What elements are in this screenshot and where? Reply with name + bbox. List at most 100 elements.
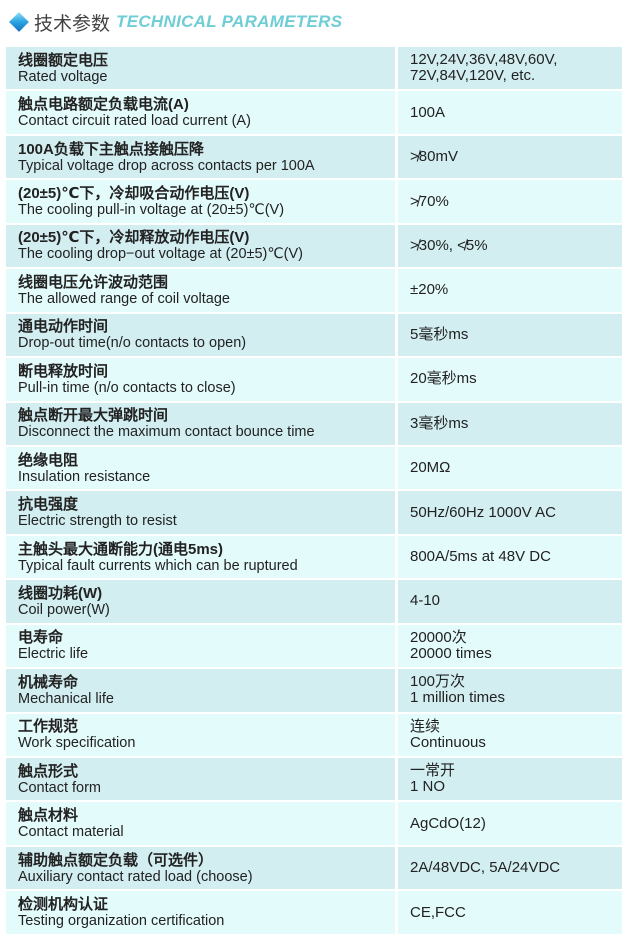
parameter-value: 100万次: [410, 673, 466, 691]
parameter-name-cell: 线圈额定电压 Rated voltage: [6, 47, 395, 90]
section-title-en: TECHNICAL PARAMETERS: [116, 12, 343, 31]
parameter-value: 20000 times: [410, 644, 492, 662]
parameter-value-cell: 20000次 20000 times: [398, 624, 622, 668]
table-row: 工作规范 Work specification 连续 Continuous: [6, 713, 622, 756]
parameter-value-cell: 20毫秒ms: [398, 358, 622, 401]
table-row: (20±5)℃下，冷却吸合动作电压(V) The cooling pull-in …: [6, 180, 622, 223]
table-row: 检测机构认证 Testing organization certification…: [6, 891, 622, 934]
parameter-value: CE,FCC: [410, 903, 466, 921]
parameter-value-cell: ≯30%, ≮5%: [398, 224, 622, 268]
table-row: 线圈电压允许波动范围 The allowed range of coil volt…: [6, 269, 622, 312]
parameter-name-cell: 抗电强度 Electric strength to resist: [6, 491, 395, 534]
parameter-name-cell: 触点断开最大弹跳时间 Disconnect the maximum contact…: [6, 402, 395, 445]
parameter-name-cell: 机械寿命 Mechanical life: [6, 669, 395, 712]
section-title-cn: 技术参数: [34, 13, 111, 35]
parameter-name-cell: 工作规范 Work specification: [6, 713, 395, 756]
parameter-name-en: Drop-out time(n/o contacts to open): [18, 335, 247, 352]
parameter-value-cell: 20MΩ: [398, 446, 622, 490]
table-row: 触点材料 Contact material AgCdO(12): [6, 802, 622, 845]
parameter-value-cell: 100A: [398, 91, 622, 134]
parameter-name-cell: (20±5)℃下，冷却吸合动作电压(V) The cooling pull-in …: [6, 180, 395, 223]
parameter-value: 2A/48VDC, 5A/24VDC: [410, 859, 561, 877]
parameter-name-cn: 辅助触点额定负载（可选件）: [18, 851, 214, 869]
parameter-value-cell: ≯70%: [398, 180, 622, 223]
parameter-value: 一常开: [410, 762, 456, 780]
parameter-value: 800A/5ms at 48V DC: [410, 548, 551, 566]
parameter-value-cell: 12V,24V,36V,48V,60V, 72V,84V,120V, etc.: [398, 47, 622, 90]
parameter-name-en: The cooling drop−out voltage at (20±5)℃(…: [18, 246, 303, 263]
parameter-value-cell: 50Hz/60Hz 1000V AC: [398, 491, 622, 534]
parameter-name-en: Typical fault currents which can be rupt…: [18, 557, 298, 574]
parameter-value-cell: ≯80mV: [398, 135, 622, 179]
parameter-name-cell: 检测机构认证 Testing organization certification: [6, 891, 395, 934]
parameter-value: 20000次: [410, 628, 467, 646]
parameter-name-cell: 通电动作时间 Drop-out time(n/o contacts to open…: [6, 313, 395, 357]
parameter-name-cell: 触点材料 Contact material: [6, 802, 395, 845]
parameter-name-cn: 线圈功耗(W): [18, 584, 103, 602]
table-row: 100A负载下主触点接触压降 Typical voltage drop acros…: [6, 135, 622, 179]
parameter-value: 100A: [410, 103, 446, 121]
parameter-name-cn: 断电释放时间: [18, 362, 109, 380]
parameter-name-en: Contact circuit rated load current (A): [18, 113, 251, 130]
parameter-value-cell: 3毫秒ms: [398, 402, 622, 445]
table-row: 触点电路额定负载电流(A) Contact circuit rated load …: [6, 91, 622, 134]
table-row: 线圈功耗(W) Coil power(W) 4-10: [6, 580, 622, 623]
parameter-name-en: Testing organization certification: [18, 913, 225, 930]
table-row: 机械寿命 Mechanical life 100万次 1 million times: [6, 669, 622, 712]
parameter-value-cell: 4-10: [398, 580, 622, 623]
parameter-value-cell: AgCdO(12): [398, 802, 622, 845]
parameter-value: 5毫秒ms: [410, 325, 469, 343]
parameter-name-cell: 线圈电压允许波动范围 The allowed range of coil volt…: [6, 269, 395, 312]
parameter-value: 20毫秒ms: [410, 370, 477, 388]
parameter-name-en: Rated voltage: [18, 68, 108, 85]
parameter-value: ≯30%, ≮5%: [410, 236, 488, 254]
parameter-name-cn: 绝缘电阻: [18, 451, 79, 469]
table-row: 触点形式 Contact form 一常开 1 NO: [6, 758, 622, 801]
parameter-name-cell: 断电释放时间 Pull-in time (n/o contacts to clos…: [6, 358, 395, 401]
parameter-value-cell: ±20%: [398, 269, 622, 312]
parameters-table: 线圈额定电压 Rated voltage 12V,24V,36V,48V,60V, 7…: [6, 47, 622, 936]
parameter-name-cell: 触点形式 Contact form: [6, 758, 395, 801]
parameter-name-cell: 电寿命 Electric life: [6, 624, 395, 668]
parameter-value: ≯80mV: [410, 148, 458, 166]
parameter-value-cell: 连续 Continuous: [398, 713, 622, 756]
parameter-name-en: Pull-in time (n/o contacts to close): [18, 379, 236, 396]
parameter-name-en: Auxiliary contact rated load (choose): [18, 868, 253, 885]
table-row: 触点断开最大弹跳时间 Disconnect the maximum contact…: [6, 402, 622, 445]
parameter-name-en: Contact material: [18, 824, 124, 841]
parameter-value-cell: 2A/48VDC, 5A/24VDC: [398, 846, 622, 890]
parameter-name-cell: (20±5)℃下，冷却释放动作电压(V) The cooling drop−out…: [6, 224, 395, 268]
parameter-name-cn: (20±5)℃下，冷却释放动作电压(V): [18, 229, 250, 247]
section-header: 技术参数 TECHNICAL PARAMETERS: [8, 8, 342, 36]
parameter-value-cell: 100万次 1 million times: [398, 669, 622, 712]
parameter-value: AgCdO(12): [410, 814, 486, 832]
parameter-name-cell: 辅助触点额定负载（可选件） Auxiliary contact rated loa…: [6, 846, 395, 890]
parameter-value: 3毫秒ms: [410, 414, 469, 432]
parameter-name-cn: 触点断开最大弹跳时间: [18, 407, 169, 425]
parameter-name-cn: 抗电强度: [18, 496, 79, 514]
parameter-name-en: Electric strength to resist: [18, 513, 177, 530]
parameter-name-cn: 线圈额定电压: [18, 51, 109, 69]
table-row: 抗电强度 Electric strength to resist 50Hz/60Hz…: [6, 491, 622, 534]
parameter-value: 4-10: [410, 592, 441, 610]
parameter-name-cn: 通电动作时间: [18, 318, 109, 336]
parameter-name-cn: 电寿命: [18, 629, 64, 647]
parameter-name-cell: 线圈功耗(W) Coil power(W): [6, 580, 395, 623]
table-row: 电寿命 Electric life 20000次 20000 times: [6, 624, 622, 668]
table-row: (20±5)℃下，冷却释放动作电压(V) The cooling drop−out…: [6, 224, 622, 268]
parameter-value: ≯70%: [410, 192, 449, 210]
parameter-name-cell: 触点电路额定负载电流(A) Contact circuit rated load …: [6, 91, 395, 134]
parameter-name-en: The allowed range of coil voltage: [18, 290, 230, 307]
parameter-name-cell: 绝缘电阻 Insulation resistance: [6, 446, 395, 490]
parameter-name-en: Contact form: [18, 779, 101, 796]
parameter-name-en: Coil power(W): [18, 601, 110, 618]
parameter-value: 20MΩ: [410, 459, 451, 477]
parameter-value: 1 NO: [410, 778, 446, 796]
table-row: 通电动作时间 Drop-out time(n/o contacts to open…: [6, 313, 622, 357]
parameter-value: Continuous: [410, 733, 486, 751]
parameter-value-cell: 800A/5ms at 48V DC: [398, 535, 622, 579]
parameter-name-en: Typical voltage drop across contacts per…: [18, 157, 315, 174]
table-row: 绝缘电阻 Insulation resistance 20MΩ: [6, 446, 622, 490]
table-row: 主触头最大通断能力(通电5ms) Typical fault currents w…: [6, 535, 622, 579]
parameter-name-cn: 100A负载下主触点接触压降: [18, 140, 204, 158]
